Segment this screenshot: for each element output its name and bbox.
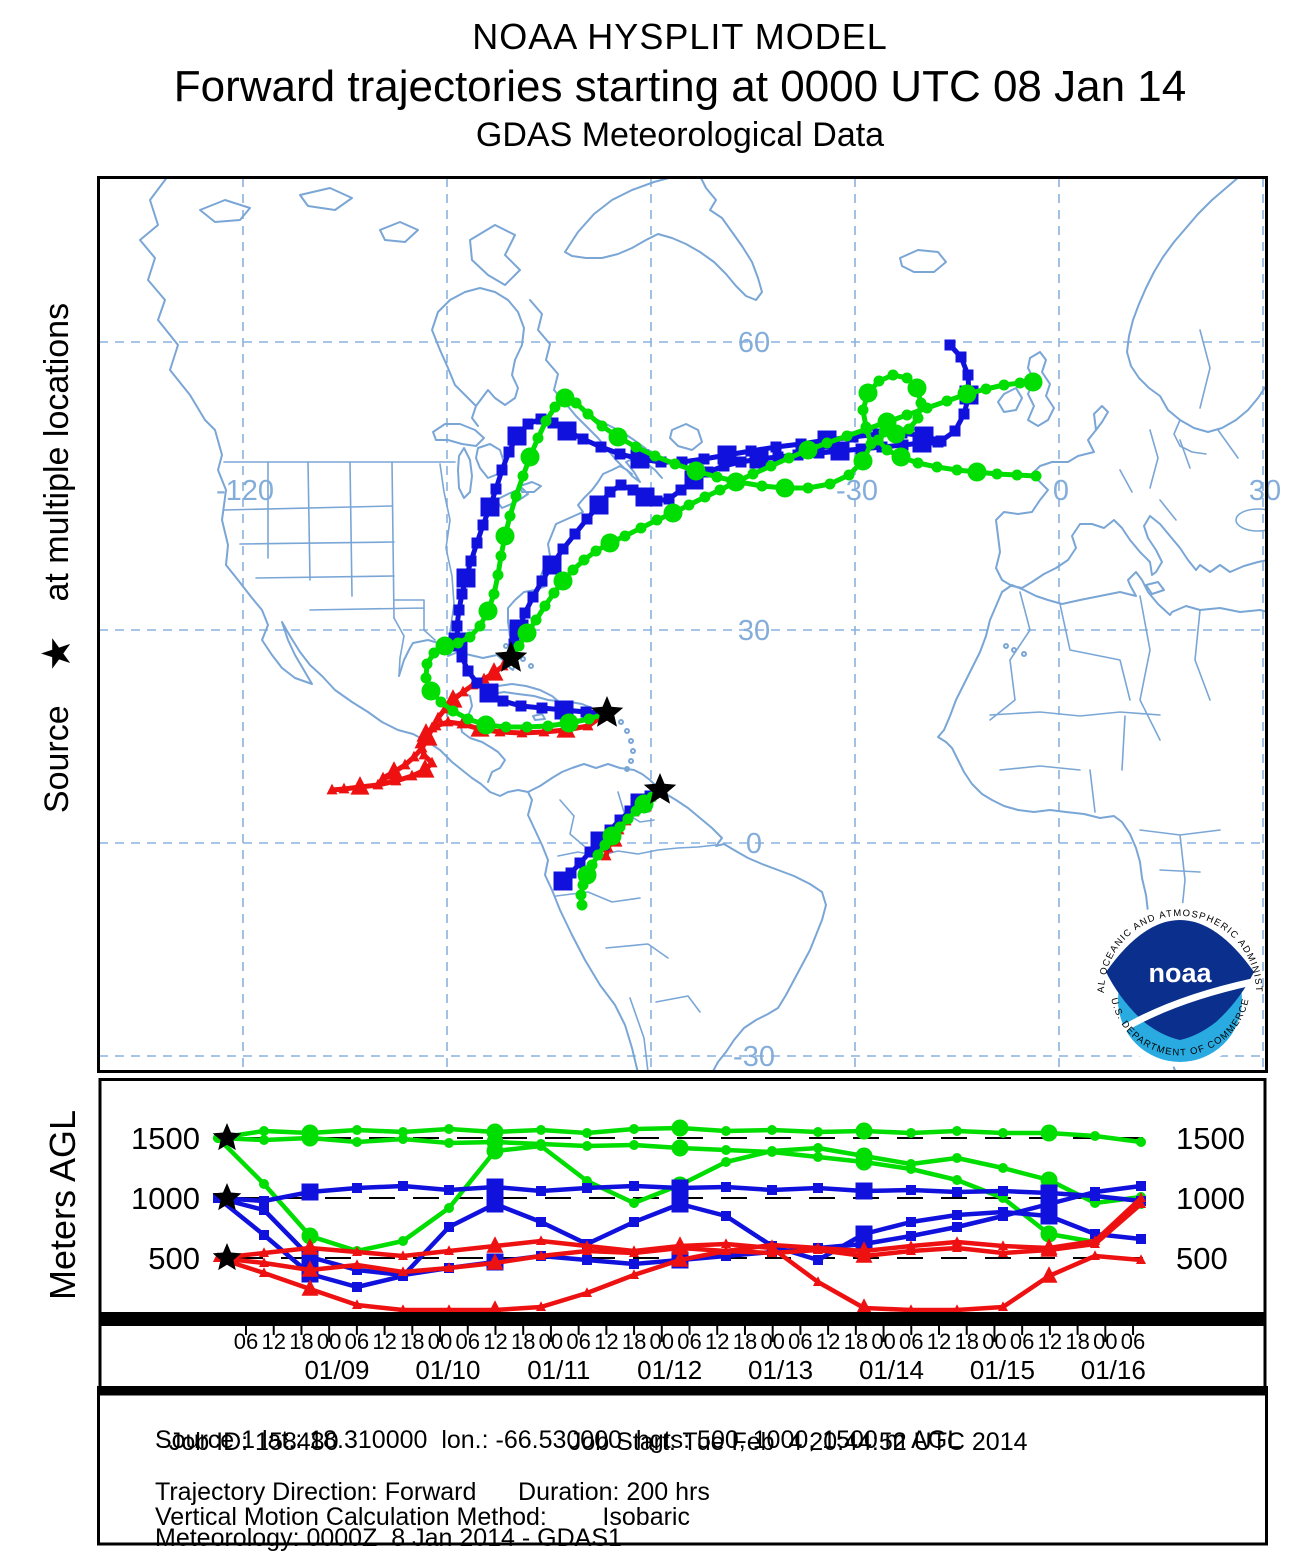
time-axis-bar: [101, 1312, 1264, 1326]
source-1-star: [590, 696, 624, 727]
svg-text:00: 00: [982, 1329, 1006, 1354]
svg-text:12: 12: [483, 1329, 507, 1354]
svg-text:1000: 1000: [1176, 1181, 1245, 1216]
page-subtitle: Forward trajectories starting at 0000 UT…: [173, 62, 1187, 111]
altitude-start-star: [212, 1243, 242, 1271]
map-y-axis-label: Source ★ at multiple locations: [27, 258, 87, 858]
svg-text:12: 12: [927, 1329, 951, 1354]
svg-text:06: 06: [345, 1329, 369, 1354]
altitude-start-star: [212, 1183, 242, 1211]
date-label: 01/13: [748, 1355, 813, 1385]
altitude-start-star: [212, 1123, 242, 1151]
date-label: 01/09: [304, 1355, 369, 1385]
svg-text:06: 06: [1121, 1329, 1145, 1354]
met-data-label: GDAS Meteorological Data: [475, 116, 885, 154]
page-title: NOAA HYSPLIT MODEL: [472, 16, 888, 57]
trajectory-1500m-src2: [505, 372, 1043, 664]
svg-text:18: 18: [511, 1329, 535, 1354]
svg-text:06: 06: [677, 1329, 701, 1354]
svg-text:00: 00: [760, 1329, 784, 1354]
svg-text:00: 00: [871, 1329, 895, 1354]
panel-divider-bar: [97, 1386, 1268, 1394]
svg-text:12: 12: [372, 1329, 396, 1354]
altitude-series-500m-src3: [213, 1235, 1146, 1315]
svg-text:1500: 1500: [131, 1121, 200, 1156]
noaa-logo-dark-field: [1106, 920, 1254, 1040]
svg-text:60: 60: [738, 327, 770, 359]
svg-text:0: 0: [746, 828, 762, 860]
date-label: 01/12: [637, 1355, 702, 1385]
svg-text:-120: -120: [216, 475, 274, 507]
svg-text:0: 0: [1053, 475, 1069, 507]
job-start: Job Start: Tue Feb 4 20:44:52 UTC 2014: [568, 1428, 1028, 1456]
svg-text:1500: 1500: [1176, 1121, 1245, 1156]
source-locations-text: at multiple locations: [37, 302, 76, 602]
svg-text:00: 00: [650, 1329, 674, 1354]
svg-text:18: 18: [844, 1329, 868, 1354]
noaa-logo-wordmark: noaa: [1148, 958, 1212, 988]
svg-text:00: 00: [1093, 1329, 1117, 1354]
svg-text:12: 12: [1038, 1329, 1062, 1354]
date-label: 01/10: [415, 1355, 480, 1385]
trajectory-1500m-src1: [420, 369, 1042, 735]
footer-meteorology-line: Meteorology: 0000Z 8 Jan 2014 - GDAS1: [155, 1524, 622, 1552]
job-id: Job ID: 158480: [168, 1428, 339, 1456]
trajectory-1000m-src1: [448, 339, 979, 720]
map-border: [97, 176, 1268, 1073]
svg-text:500: 500: [148, 1241, 200, 1276]
date-label: 01/15: [970, 1355, 1035, 1385]
svg-text:18: 18: [400, 1329, 424, 1354]
coastlines: [139, 178, 1266, 1071]
svg-text:-30: -30: [836, 475, 878, 507]
footer-direction-line: Trajectory Direction: Forward Duration: …: [155, 1478, 710, 1506]
svg-text:00: 00: [539, 1329, 563, 1354]
svg-text:06: 06: [456, 1329, 480, 1354]
source-word: Source: [37, 705, 76, 814]
svg-text:30: 30: [738, 615, 770, 647]
svg-text:12: 12: [594, 1329, 618, 1354]
svg-text:00: 00: [317, 1329, 341, 1354]
map-graticule: [99, 178, 1266, 1071]
trajectory-1000m-src2: [505, 433, 944, 664]
date-label: 01/11: [527, 1355, 590, 1385]
svg-text:12: 12: [816, 1329, 840, 1354]
svg-text:06: 06: [788, 1329, 812, 1354]
footer-border: [97, 1392, 1268, 1546]
svg-text:18: 18: [622, 1329, 646, 1354]
footer-job-line: Job ID: 158480 Job Start: Tue Feb 4 20:44…: [97, 1399, 1293, 1457]
svg-text:500: 500: [1176, 1241, 1228, 1276]
svg-text:00: 00: [428, 1329, 452, 1354]
altitude-series-1000m-src1: [213, 1178, 1146, 1206]
svg-text:06: 06: [234, 1329, 258, 1354]
altitude-y-axis-label: Meters AGL: [42, 1109, 83, 1301]
svg-text:06: 06: [566, 1329, 590, 1354]
svg-text:06: 06: [1010, 1329, 1034, 1354]
source-star-glyph: ★: [35, 635, 79, 672]
source-2-star: [494, 641, 528, 672]
svg-text:12: 12: [705, 1329, 729, 1354]
svg-text:06: 06: [899, 1329, 923, 1354]
svg-text:1000: 1000: [131, 1181, 200, 1216]
trajectory-lines: [326, 339, 1043, 911]
trajectory-path: [454, 343, 972, 716]
svg-text:18: 18: [289, 1329, 313, 1354]
date-label: 01/14: [859, 1355, 924, 1385]
source-3-star: [643, 773, 677, 804]
date-label: 01/16: [1081, 1355, 1146, 1385]
svg-text:18: 18: [733, 1329, 757, 1354]
footer-vertical-motion-line: Vertical Motion Calculation Method: Isob…: [155, 1503, 690, 1531]
noaa-logo-swoosh: [1114, 978, 1256, 1036]
svg-text:18: 18: [954, 1329, 978, 1354]
svg-text:18: 18: [1065, 1329, 1089, 1354]
footer-source-line: Source 1 lat.: 18.310000 lon.: -66.53000…: [155, 1426, 962, 1454]
source-star-markers: [494, 641, 677, 804]
title-block: NOAA HYSPLIT MODEL Forward trajectories …: [67, 0, 1293, 155]
svg-text:12: 12: [261, 1329, 285, 1354]
svg-text:-30: -30: [733, 1041, 775, 1073]
